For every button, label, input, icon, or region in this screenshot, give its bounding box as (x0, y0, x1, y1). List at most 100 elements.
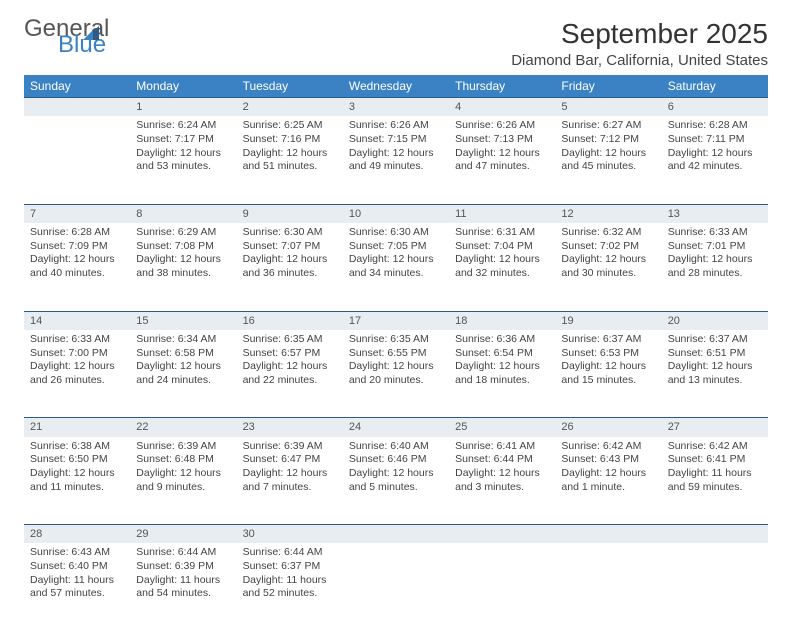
day-number: 16 (237, 311, 343, 330)
day-number: 18 (449, 311, 555, 330)
weekday-header: Friday (555, 75, 661, 98)
day-cell: Sunrise: 6:34 AMSunset: 6:58 PMDaylight:… (130, 330, 236, 418)
day-number: 22 (130, 418, 236, 437)
day2-text: and 57 minutes. (30, 587, 124, 601)
day-cell: Sunrise: 6:44 AMSunset: 6:37 PMDaylight:… (237, 543, 343, 631)
day1-text: Daylight: 12 hours (349, 253, 443, 267)
day2-text: and 11 minutes. (30, 481, 124, 495)
sunrise-text: Sunrise: 6:30 AM (243, 226, 337, 240)
day-cell: Sunrise: 6:37 AMSunset: 6:51 PMDaylight:… (662, 330, 768, 418)
day1-text: Daylight: 12 hours (561, 147, 655, 161)
sunrise-text: Sunrise: 6:27 AM (561, 119, 655, 133)
day2-text: and 24 minutes. (136, 374, 230, 388)
day1-text: Daylight: 11 hours (136, 574, 230, 588)
day-number: 1 (130, 98, 236, 117)
day-number: 14 (24, 311, 130, 330)
weekday-header: Sunday (24, 75, 130, 98)
day1-text: Daylight: 12 hours (561, 467, 655, 481)
sunrise-text: Sunrise: 6:29 AM (136, 226, 230, 240)
sunset-text: Sunset: 7:02 PM (561, 240, 655, 254)
day-number: 4 (449, 98, 555, 117)
sunrise-text: Sunrise: 6:31 AM (455, 226, 549, 240)
day-cell: Sunrise: 6:32 AMSunset: 7:02 PMDaylight:… (555, 223, 661, 311)
day1-text: Daylight: 12 hours (136, 360, 230, 374)
day1-text: Daylight: 12 hours (668, 147, 762, 161)
sunset-text: Sunset: 7:00 PM (30, 347, 124, 361)
day-number (343, 525, 449, 544)
day2-text: and 34 minutes. (349, 267, 443, 281)
day2-text: and 22 minutes. (243, 374, 337, 388)
day-cell: Sunrise: 6:30 AMSunset: 7:07 PMDaylight:… (237, 223, 343, 311)
calendar-header-row: SundayMondayTuesdayWednesdayThursdayFrid… (24, 75, 768, 98)
day-cell: Sunrise: 6:41 AMSunset: 6:44 PMDaylight:… (449, 437, 555, 525)
sunrise-text: Sunrise: 6:33 AM (668, 226, 762, 240)
day-number: 12 (555, 204, 661, 223)
day-cell: Sunrise: 6:44 AMSunset: 6:39 PMDaylight:… (130, 543, 236, 631)
content-row: Sunrise: 6:33 AMSunset: 7:00 PM Daylight:… (24, 330, 768, 418)
day-number (662, 525, 768, 544)
day-number: 28 (24, 525, 130, 544)
day-number: 30 (237, 525, 343, 544)
day2-text: and 40 minutes. (30, 267, 124, 281)
daynum-row: 78910111213 (24, 204, 768, 223)
day-cell: Sunrise: 6:31 AMSunset: 7:04 PMDaylight:… (449, 223, 555, 311)
day-cell: Sunrise: 6:25 AMSunset: 7:16 PMDaylight:… (237, 116, 343, 204)
day-number: 3 (343, 98, 449, 117)
sunset-text: Sunset: 7:05 PM (349, 240, 443, 254)
day1-text: Daylight: 12 hours (30, 253, 124, 267)
sunset-text: Sunset: 6:41 PM (668, 453, 762, 467)
day2-text: and 54 minutes. (136, 587, 230, 601)
sunrise-text: Sunrise: 6:42 AM (561, 440, 655, 454)
sunset-text: Sunset: 6:37 PM (243, 560, 337, 574)
sunrise-text: Sunrise: 6:39 AM (243, 440, 337, 454)
day1-text: Daylight: 11 hours (243, 574, 337, 588)
day-number: 10 (343, 204, 449, 223)
day2-text: and 30 minutes. (561, 267, 655, 281)
day-number: 7 (24, 204, 130, 223)
sunrise-text: Sunrise: 6:40 AM (349, 440, 443, 454)
day1-text: Daylight: 11 hours (668, 467, 762, 481)
logo: General Blue (24, 18, 103, 55)
day-cell (449, 543, 555, 631)
day-number: 6 (662, 98, 768, 117)
day-cell: Sunrise: 6:33 AMSunset: 7:01 PMDaylight:… (662, 223, 768, 311)
sunrise-text: Sunrise: 6:41 AM (455, 440, 549, 454)
sunrise-text: Sunrise: 6:44 AM (136, 546, 230, 560)
day2-text: and 51 minutes. (243, 160, 337, 174)
day-cell: Sunrise: 6:26 AMSunset: 7:13 PMDaylight:… (449, 116, 555, 204)
day2-text: and 3 minutes. (455, 481, 549, 495)
day1-text: Daylight: 12 hours (136, 147, 230, 161)
day-number (24, 98, 130, 117)
day-cell (555, 543, 661, 631)
day1-text: Daylight: 12 hours (349, 467, 443, 481)
sunset-text: Sunset: 7:15 PM (349, 133, 443, 147)
sunset-text: Sunset: 6:50 PM (30, 453, 124, 467)
sunset-text: Sunset: 7:11 PM (668, 133, 762, 147)
sunrise-text: Sunrise: 6:33 AM (30, 333, 124, 347)
sunset-text: Sunset: 6:47 PM (243, 453, 337, 467)
sunset-text: Sunset: 6:54 PM (455, 347, 549, 361)
daynum-row: 282930 (24, 525, 768, 544)
sunset-text: Sunset: 6:53 PM (561, 347, 655, 361)
day1-text: Daylight: 12 hours (243, 467, 337, 481)
sunrise-text: Sunrise: 6:32 AM (561, 226, 655, 240)
location: Diamond Bar, California, United States (511, 52, 768, 69)
day1-text: Daylight: 12 hours (561, 360, 655, 374)
day1-text: Daylight: 12 hours (455, 253, 549, 267)
day2-text: and 59 minutes. (668, 481, 762, 495)
sunset-text: Sunset: 6:40 PM (30, 560, 124, 574)
day-cell (662, 543, 768, 631)
day-number: 20 (662, 311, 768, 330)
weekday-header: Monday (130, 75, 236, 98)
day-cell (343, 543, 449, 631)
day1-text: Daylight: 12 hours (243, 360, 337, 374)
content-row: Sunrise: 6:38 AMSunset: 6:50 PMDaylight:… (24, 437, 768, 525)
day-cell: Sunrise: 6:35 AMSunset: 6:57 PMDaylight:… (237, 330, 343, 418)
day-cell (24, 116, 130, 204)
day-cell: Sunrise: 6:28 AMSunset: 7:09 PMDaylight:… (24, 223, 130, 311)
day-cell: Sunrise: 6:30 AMSunset: 7:05 PMDaylight:… (343, 223, 449, 311)
day-number: 29 (130, 525, 236, 544)
day-cell: Sunrise: 6:26 AMSunset: 7:15 PMDaylight:… (343, 116, 449, 204)
sunrise-text: Sunrise: 6:37 AM (668, 333, 762, 347)
day-cell: Sunrise: 6:35 AMSunset: 6:55 PMDaylight:… (343, 330, 449, 418)
